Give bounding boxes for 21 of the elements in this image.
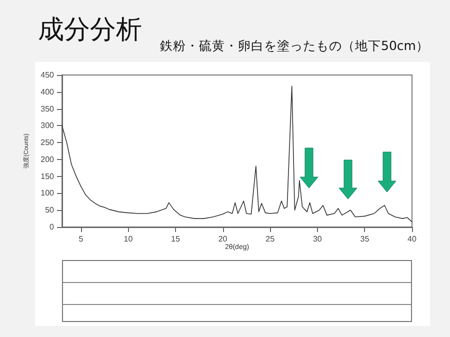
x-tick-label: 25 — [266, 234, 276, 244]
y-tick-label: 150 — [40, 172, 55, 181]
y-tick-label: 350 — [40, 104, 55, 114]
x-tick-label: 30 — [312, 234, 322, 244]
y-tick-label: 50 — [45, 206, 55, 215]
y-tick-label: 450 — [40, 70, 55, 80]
x-tick-label: 10 — [124, 234, 134, 244]
y-tick-label: 100 — [40, 188, 55, 198]
y-tick-label: 0 — [50, 222, 55, 232]
y-tick-label: 250 — [40, 138, 55, 148]
x-tick-label: 15 — [171, 234, 181, 244]
chart-subtitle: 鉄粉・硫黄・卵白を塗ったもの（地下50cm） — [160, 38, 429, 55]
x-tick-label: 35 — [360, 234, 370, 244]
x-tick-label: 20 — [218, 234, 228, 244]
y-tick-label: 200 — [40, 154, 55, 164]
line-series — [62, 86, 412, 222]
y-tick-label: 400 — [40, 87, 55, 96]
y-tick-label: 300 — [40, 121, 55, 130]
x-tick-label: 40 — [408, 234, 417, 244]
chart-title: 成分分析 — [38, 14, 142, 47]
x-tick-label: 5 — [78, 234, 84, 244]
